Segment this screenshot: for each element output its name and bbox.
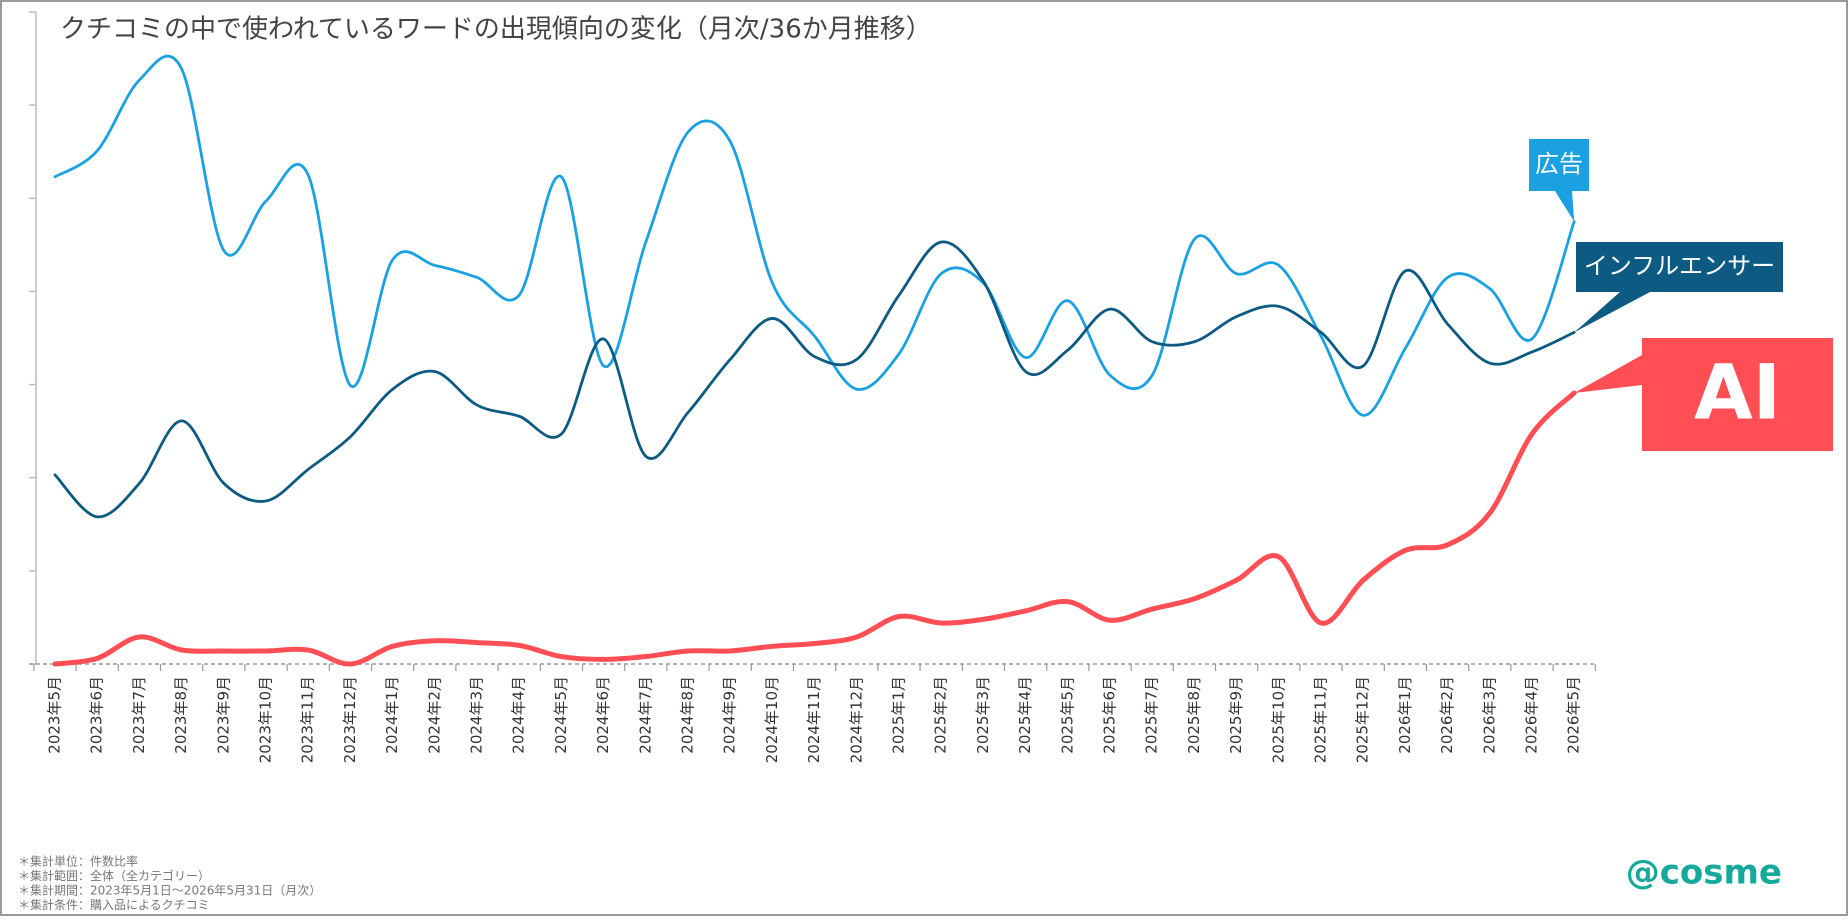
x-tick-label: 2024年11月 [805, 676, 823, 763]
x-tick-label: 2023年5月 [46, 676, 64, 754]
footnote: ＊集計範囲：全体（全カテゴリー） [18, 868, 210, 883]
x-tick-label: 2024年4月 [510, 676, 528, 754]
x-tick-label: 2025年11月 [1312, 676, 1330, 763]
legend-label: インフルエンサー [1584, 252, 1775, 280]
x-tick-label: 2023年10月 [257, 676, 275, 763]
x-tick-label: 2026年2月 [1438, 676, 1456, 754]
x-tick-label: 2024年5月 [552, 676, 570, 754]
x-tick-label: 2025年4月 [1016, 676, 1034, 754]
x-tick-label: 2024年3月 [468, 676, 486, 754]
callout-pointer [1574, 292, 1650, 333]
x-tick-label: 2023年8月 [172, 676, 190, 754]
series-line [53, 54, 1576, 417]
x-tick-label: 2024年9月 [721, 676, 739, 754]
x-tick-label: 2024年1月 [383, 676, 401, 754]
x-tick-label: 2026年4月 [1523, 676, 1541, 754]
legend-callout [1642, 338, 1833, 451]
footnote: ＊集計条件：購入品によるクチコミ [18, 897, 210, 912]
series-line [52, 390, 1577, 667]
x-tick-label: 2025年2月 [932, 676, 950, 754]
x-tick-label: 2025年8月 [1185, 676, 1203, 754]
x-tick-label: 2023年6月 [88, 676, 106, 754]
x-tick-label: 2025年10月 [1269, 676, 1287, 763]
x-tick-label: 2024年12月 [847, 676, 865, 763]
legend-label: AI [1694, 347, 1781, 436]
x-tick-label: 2025年12月 [1354, 676, 1372, 763]
x-tick-label: 2023年7月 [130, 676, 148, 754]
x-tick-label: 2023年12月 [341, 676, 359, 763]
chart-title: クチコミの中で使われているワードの出現傾向の変化（月次/36か月推移） [60, 15, 932, 45]
x-tick-label: 2026年3月 [1480, 676, 1498, 754]
legend-callout [1576, 242, 1783, 292]
legend-callout [1529, 139, 1589, 191]
x-tick-label: 2025年7月 [1143, 676, 1161, 754]
footnote: ＊集計単位：件数比率 [18, 854, 138, 869]
x-tick-label: 2025年3月 [974, 676, 992, 754]
x-tick-label: 2025年6月 [1101, 676, 1119, 754]
x-tick-label: 2024年10月 [763, 676, 781, 763]
logo: @cosme [1626, 853, 1782, 893]
x-tick-label: 2024年8月 [679, 676, 697, 754]
x-tick-label: 2025年1月 [890, 676, 908, 754]
x-tick-label: 2025年9月 [1227, 676, 1245, 754]
x-tick-label: 2024年7月 [636, 676, 654, 754]
x-tick-label: 2026年5月 [1565, 676, 1583, 754]
x-tick-label: 2023年9月 [214, 676, 232, 754]
x-tick-label: 2024年6月 [594, 676, 612, 754]
callout-pointer [1555, 191, 1575, 222]
x-tick-label: 2026年1月 [1396, 676, 1414, 754]
x-tick-label: 2024年2月 [425, 676, 443, 754]
footnote: ＊集計期間：2023年5月1日～2026年5月31日（月次） [18, 883, 321, 898]
legend-label: 広告 [1535, 150, 1583, 178]
x-tick-label: 2023年11月 [299, 676, 317, 763]
x-tick-label: 2025年5月 [1058, 676, 1076, 754]
callout-pointer [1574, 355, 1642, 393]
series-line [53, 240, 1576, 519]
